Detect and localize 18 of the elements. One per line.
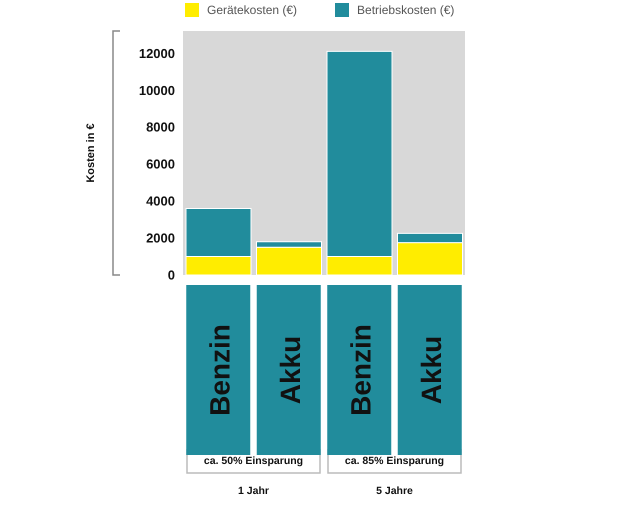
x-tick-label: Akku (274, 336, 306, 404)
legend-label: Gerätekosten (€) (207, 3, 298, 17)
y-tick-label: 10000 (138, 82, 175, 98)
x-tick-label: Benzin (204, 324, 236, 416)
y-tick-label: 8000 (146, 120, 175, 135)
legend-label: Betriebskosten (€) (357, 3, 454, 17)
text: 1 Jahr (238, 485, 269, 497)
y-tick-label: 6000 (146, 156, 175, 172)
y-axis-title: Kosten in € (84, 123, 97, 183)
y-tick-label: 4000 (146, 194, 175, 209)
y-tick-label: 0 (168, 268, 175, 283)
y-tick-label: 12000 (138, 46, 175, 61)
x-tick-label: Benzin (345, 324, 376, 416)
x-tick-label: Akku (416, 336, 447, 404)
text: ca. 50% Einsparung (204, 455, 304, 467)
y-tick-label: 2000 (146, 230, 175, 246)
text: 5 Jahre (376, 485, 414, 497)
text: ca. 85% Einsparung (344, 455, 444, 467)
